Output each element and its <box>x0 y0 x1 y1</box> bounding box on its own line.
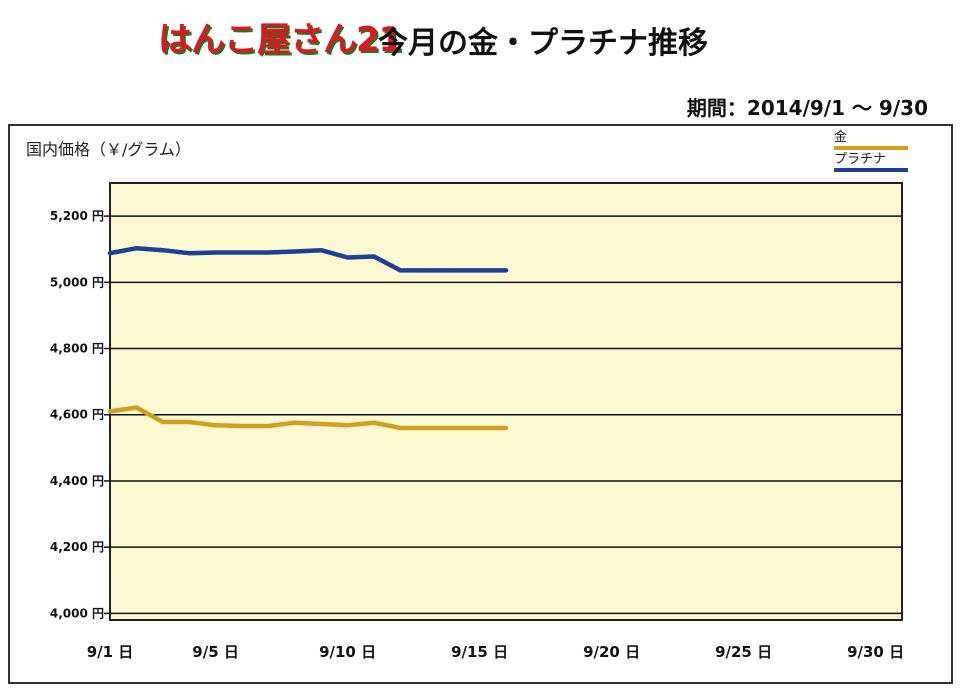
y-tick-label: 4,600 円 <box>50 408 104 422</box>
plot-area <box>109 182 903 621</box>
data-point-platinum <box>293 250 297 254</box>
x-tick-label: 9/1 日 <box>87 643 134 661</box>
data-point-platinum <box>134 246 138 250</box>
legend-swatch-gold <box>834 146 908 150</box>
brand-logo-text: はんこ屋さん21 <box>158 20 402 60</box>
data-point-gold <box>161 420 165 424</box>
data-point-gold <box>293 421 297 425</box>
data-point-platinum <box>161 248 165 252</box>
x-tick-label: 9/30 日 <box>847 643 904 661</box>
y-tick-label: 5,200 円 <box>50 209 104 223</box>
data-point-platinum <box>425 268 429 272</box>
x-tick-label: 9/15 日 <box>451 643 508 661</box>
data-point-platinum <box>504 268 508 272</box>
data-point-gold <box>425 426 429 430</box>
page-title: 今月の金・プラチナ推移 <box>378 26 708 61</box>
x-tick-label: 9/20 日 <box>583 643 640 661</box>
series-line-gold <box>107 405 509 431</box>
series-line-platinum <box>107 245 509 273</box>
data-point-gold <box>319 422 323 426</box>
data-point-platinum <box>372 254 376 258</box>
data-point-gold <box>346 423 350 427</box>
data-point-gold <box>240 424 244 428</box>
data-point-gold <box>214 423 218 427</box>
chart-frame <box>8 124 953 684</box>
legend-swatch-platinum <box>834 168 908 172</box>
x-tick-label: 9/25 日 <box>715 643 772 661</box>
data-point-platinum <box>478 268 482 272</box>
y-tick-label: 4,800 円 <box>50 342 104 356</box>
data-point-gold <box>134 405 138 409</box>
data-point-platinum <box>346 255 350 259</box>
header: はんこ屋さん21 今月の金・プラチナ推移 <box>0 0 960 70</box>
data-point-gold <box>451 426 455 430</box>
data-point-gold <box>478 426 482 430</box>
data-point-platinum <box>451 268 455 272</box>
chart-legend: 金 プラチナ <box>834 130 910 174</box>
y-tick-label: 4,400 円 <box>50 474 104 488</box>
data-point-platinum <box>319 248 323 252</box>
period-label: 期間：2014/9/1 ～ 9/30 <box>686 96 928 120</box>
legend-item-gold: 金 <box>834 130 910 152</box>
y-tick-label: 5,000 円 <box>50 275 104 289</box>
legend-label-gold: 金 <box>834 130 848 145</box>
x-tick-label: 9/10 日 <box>319 643 376 661</box>
data-point-gold <box>372 421 376 425</box>
data-point-platinum <box>108 251 112 255</box>
legend-item-platinum: プラチナ <box>834 152 910 174</box>
x-tick-label: 9/5 日 <box>192 643 239 661</box>
data-point-gold <box>187 420 191 424</box>
data-point-gold <box>504 426 508 430</box>
data-point-platinum <box>266 251 270 255</box>
data-point-platinum <box>214 251 218 255</box>
y-tick-label: 4,000 円 <box>50 606 104 620</box>
data-point-gold <box>398 426 402 430</box>
data-point-gold <box>266 424 270 428</box>
data-point-platinum <box>187 251 191 255</box>
legend-label-platinum: プラチナ <box>834 152 887 167</box>
data-point-platinum <box>240 251 244 255</box>
y-axis-label: 国内価格（￥/グラム） <box>26 140 191 159</box>
brand-logo: はんこ屋さん21 <box>158 8 402 64</box>
y-tick-label: 4,200 円 <box>50 540 104 554</box>
data-point-platinum <box>398 268 402 272</box>
data-point-gold <box>108 409 112 413</box>
